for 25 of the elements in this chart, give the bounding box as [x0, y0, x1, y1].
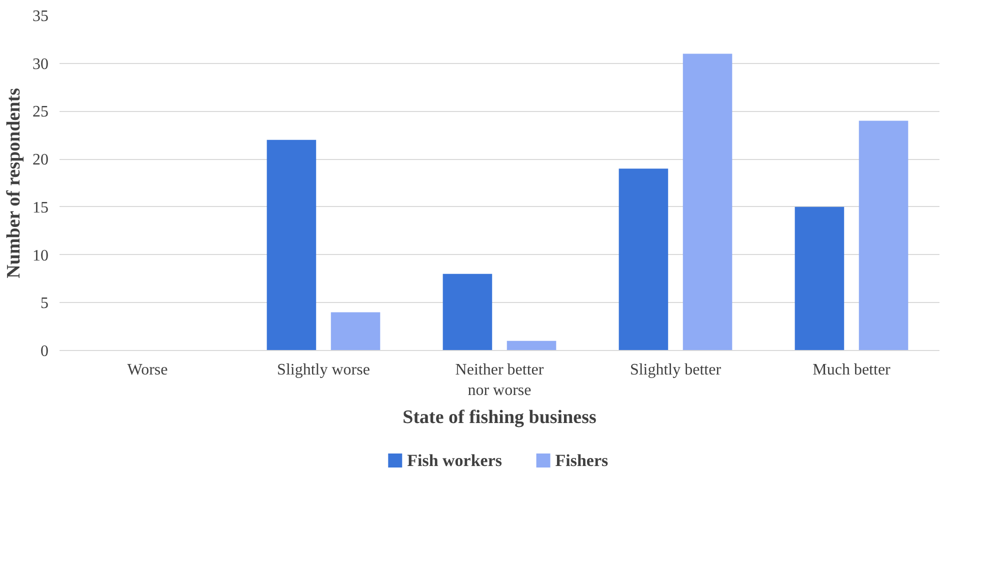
x-axis-title: State of fishing business — [402, 406, 596, 428]
bar — [330, 312, 380, 350]
x-tick-label: Slightly worse — [277, 362, 370, 378]
x-tick-label: Neither better nor worse — [455, 362, 544, 399]
bar — [442, 274, 492, 350]
y-axis-title: Number of respondents — [4, 88, 24, 278]
legend-label: Fish workers — [407, 451, 502, 470]
y-tick-label: 15 — [32, 199, 48, 216]
legend-label: Fishers — [555, 451, 609, 470]
bar — [794, 206, 844, 350]
bar — [682, 54, 732, 350]
y-tick-label: 35 — [32, 8, 48, 25]
bar — [506, 340, 556, 350]
bar — [618, 168, 668, 350]
y-tick-label: 30 — [32, 56, 48, 73]
x-tick-label: Slightly better — [630, 362, 722, 378]
y-tick-label: 0 — [40, 343, 48, 360]
bar — [266, 140, 316, 350]
x-tick-label: Much better — [812, 362, 892, 378]
y-tick-label: 20 — [32, 152, 48, 169]
y-tick-label: 25 — [32, 104, 48, 121]
y-tick-label: 10 — [32, 247, 48, 264]
y-tick-label: 5 — [40, 295, 48, 312]
bar — [858, 120, 908, 350]
x-tick-label: Worse — [127, 362, 168, 378]
